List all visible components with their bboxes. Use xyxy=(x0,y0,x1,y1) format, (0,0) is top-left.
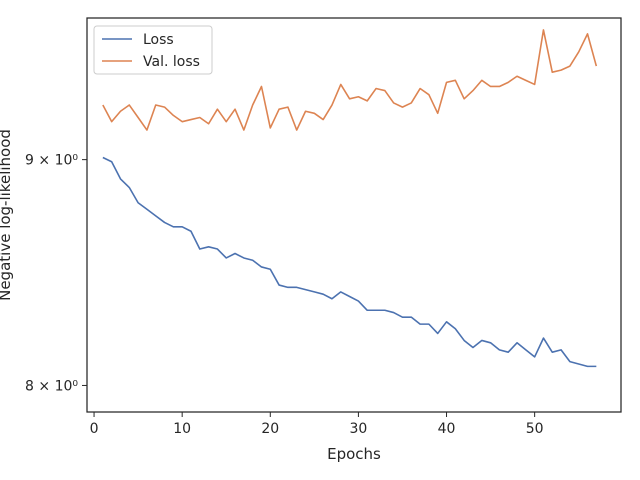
x-tick-label: 50 xyxy=(526,421,544,437)
legend-box xyxy=(93,25,213,75)
legend: Loss Val. loss xyxy=(93,25,213,75)
y-tick-label: 8 × 10⁰ xyxy=(25,378,78,394)
y-tick-label: 9 × 10⁰ xyxy=(25,153,78,169)
x-tick-label: 30 xyxy=(349,421,367,437)
x-tick-label: 10 xyxy=(173,421,191,437)
x-tick-label: 40 xyxy=(438,421,456,437)
x-axis-ticks: 0 10 20 30 40 50 xyxy=(90,412,544,437)
series-line-loss xyxy=(102,156,597,368)
x-tick-label: 20 xyxy=(261,421,279,437)
legend-label-val-loss: Val. loss xyxy=(143,54,200,70)
y-axis-label: Negative log-likelihood xyxy=(0,129,14,301)
y-axis-ticks: 8 × 10⁰ 9 × 10⁰ xyxy=(25,153,87,394)
plot-area-frame xyxy=(86,17,622,413)
legend-label-loss: Loss xyxy=(143,32,174,48)
x-axis-label: Epochs xyxy=(327,445,381,463)
series-line-val-loss xyxy=(102,29,598,131)
series-layer xyxy=(102,29,598,368)
x-tick-label: 0 xyxy=(90,421,99,437)
